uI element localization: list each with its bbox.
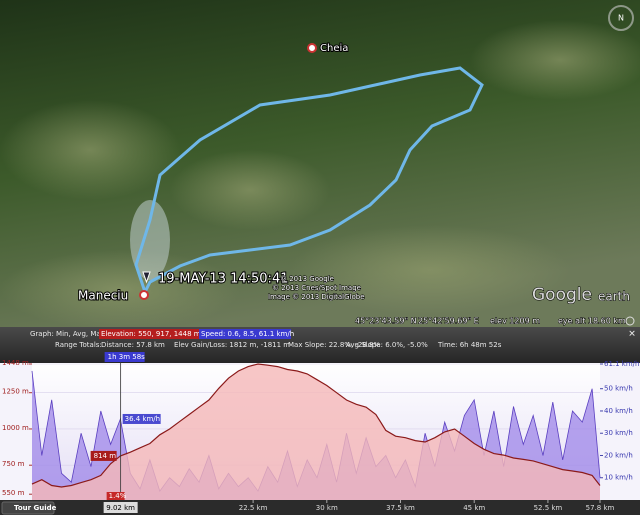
avg-slope: Avg Slope: 6.0%, -5.0% — [346, 341, 428, 349]
cursor-time-label: 1h 3m 58s — [108, 353, 146, 361]
place-marker — [139, 290, 149, 300]
place-marker — [307, 43, 317, 53]
track-timestamp: 19-MAY-13 14:50:41 — [158, 272, 288, 287]
x-tick-label: 30 km — [316, 504, 338, 512]
terrain-patch — [470, 20, 640, 100]
x-tick-label: 52.5 km — [534, 504, 563, 512]
compass[interactable] — [608, 5, 634, 31]
y2-tick-label: 30 km/h — [604, 429, 633, 437]
y2-tick-label: 40 km/h — [604, 407, 633, 415]
x-tick-label: 37.5 km — [386, 504, 415, 512]
cursor-elevation-box — [90, 450, 117, 461]
credit: Image © 2013 DigitalGlobe — [268, 293, 365, 301]
status-lat: 45°23'43.59" N — [355, 317, 417, 326]
valley-haze — [130, 200, 170, 280]
time: Time: 6h 48m 52s — [437, 341, 502, 349]
x-tick-label: 22.5 km — [239, 504, 268, 512]
y-tick-label: 1000 m — [2, 424, 29, 432]
profile-chart: 550 m 750 m 1000 m 1250 m 1448 m 10 km/h 20 km… — [2, 352, 639, 513]
y-tick-label: 550 m — [2, 489, 25, 497]
cursor-time-box — [104, 352, 145, 362]
y-tick-label: 750 m — [2, 460, 25, 468]
y-tick-label: 1250 m — [2, 388, 29, 396]
cursor-elevation-label: 814 m — [94, 452, 117, 460]
cursor-slope-label: 1.4% — [109, 492, 127, 500]
speed-summary[interactable]: Speed: 0.6, 8.5, 61.1 km/h — [201, 330, 294, 338]
elev-gain-loss: Elev Gain/Loss: 1812 m, -1811 m — [174, 341, 290, 349]
tour-guide-label[interactable]: Tour Guide — [14, 504, 57, 512]
bottom-bar — [0, 500, 640, 515]
graph-label: Graph: Min, Avg, Max — [30, 330, 105, 338]
logo: Google — [532, 285, 592, 305]
status-eye-alt: eye alt 18.60 km — [558, 317, 626, 326]
distance: Distance: 57.8 km — [101, 341, 165, 349]
cursor-x-label: 9.02 km — [106, 504, 135, 512]
terrain-patch — [0, 100, 180, 200]
tour-guide-button[interactable] — [1, 501, 55, 515]
y2-tick-label: 10 km/h — [604, 474, 633, 482]
credit: © 2013 Google — [280, 275, 334, 283]
speed-toggle[interactable] — [199, 329, 291, 339]
y-tick-label: 1448 m — [2, 359, 29, 367]
line-elevation — [31, 363, 601, 488]
terrain-patch — [0, 250, 240, 330]
max-slope: Max Slope: 22.8%, -28.8% — [288, 341, 381, 349]
credit: © 2013 Cnes/Spot Image — [272, 284, 361, 292]
place-label: Cheia — [320, 43, 348, 54]
terrain-patch — [290, 225, 570, 315]
y2-tick-label: 61.1 km/h — [604, 360, 639, 368]
cursor-marker — [142, 271, 151, 284]
elevation-toggle[interactable] — [99, 329, 199, 339]
compass-n: N — [618, 14, 624, 23]
cursor-slope-box — [106, 492, 125, 500]
place-label: Maneciu — [78, 289, 128, 303]
navigation-control[interactable]: N — [608, 5, 634, 31]
gps-track — [134, 66, 484, 293]
elevation-summary[interactable]: Elevation: 550, 917, 1448 m — [101, 330, 201, 338]
y2-tick-label: 50 km/h — [604, 385, 633, 393]
logo: earth — [598, 290, 630, 304]
close-button[interactable]: ✕ — [628, 330, 636, 340]
cursor-speed-box — [122, 413, 161, 424]
status-elev: elev 1209 m — [490, 317, 540, 326]
status-lon: 25°42'59.69" E — [418, 317, 479, 326]
terrain-patch — [170, 150, 330, 230]
cursor-speed-label: 36.4 km/h — [125, 415, 160, 423]
area-elevation — [32, 364, 600, 500]
x-tick-label: 45 km — [463, 504, 485, 512]
range-label: Range Totals: — [55, 341, 102, 349]
map-view[interactable]: Cheia Maneciu 19-MAY-13 14:50:41 © 2013 … — [0, 0, 640, 330]
cursor-x-box — [103, 502, 138, 513]
y2-tick-label: 20 km/h — [604, 451, 633, 459]
status-icon — [625, 316, 635, 326]
x-tick-label: 57.8 km — [586, 504, 615, 512]
